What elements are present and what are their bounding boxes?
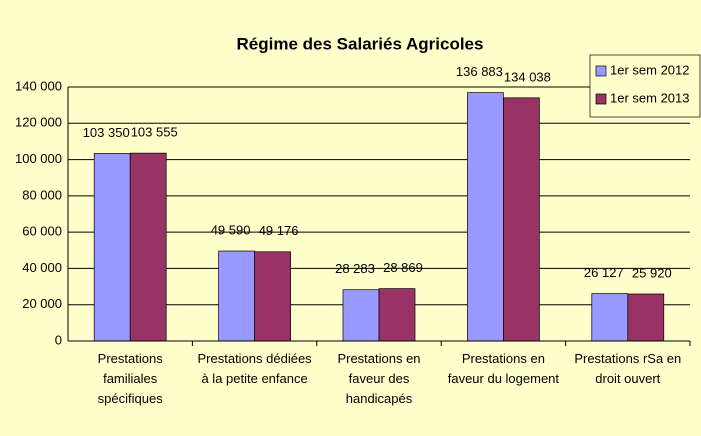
x-tick-label: Prestations familiales spécifiques: [97, 351, 163, 406]
bar: [591, 293, 629, 342]
x-tick-label: Prestations dédiées à la petite enfance: [197, 351, 312, 386]
bar: [129, 152, 167, 342]
bar: [342, 289, 380, 342]
legend-box: [589, 54, 701, 118]
value-label: 49 176: [259, 223, 299, 238]
bar: [378, 288, 416, 342]
value-label: 103 350: [83, 125, 130, 140]
y-tick-label: 40 000: [22, 260, 62, 275]
bar: [467, 92, 504, 342]
value-label: 25 920: [632, 265, 672, 280]
bar: [254, 251, 291, 342]
value-label: 103 555: [131, 125, 178, 140]
y-tick-label: 0: [55, 332, 62, 347]
bar: [503, 97, 540, 342]
legend-swatch: [595, 65, 607, 77]
value-label: 26 127: [584, 265, 624, 280]
value-label: 28 869: [383, 260, 423, 275]
chart-title: Régime des Salariés Agricoles: [237, 34, 484, 53]
x-tick-label: Prestations rSa en droit ouvert: [574, 351, 682, 386]
x-tick-label: Prestations en faveur du logement: [447, 351, 560, 386]
legend-label: 1er sem 2013: [610, 90, 690, 105]
y-tick-label: 20 000: [22, 296, 62, 311]
value-label: 28 283: [335, 261, 375, 276]
value-label: 136 883: [456, 64, 503, 79]
y-tick-label: 120 000: [15, 115, 62, 130]
legend-swatch: [595, 93, 607, 105]
y-tick-label: 80 000: [22, 187, 62, 202]
value-label: 49 590: [211, 222, 251, 237]
y-tick-label: 140 000: [15, 78, 62, 93]
bar: [93, 153, 131, 342]
value-label: 134 038: [504, 69, 551, 84]
bar: [218, 250, 255, 342]
y-tick-label: 100 000: [15, 151, 62, 166]
legend-label: 1er sem 2012: [610, 62, 690, 77]
y-tick-label: 60 000: [22, 224, 62, 239]
x-tick-label: Prestations en faveur des handicapés: [337, 351, 421, 406]
bar: [627, 293, 665, 342]
